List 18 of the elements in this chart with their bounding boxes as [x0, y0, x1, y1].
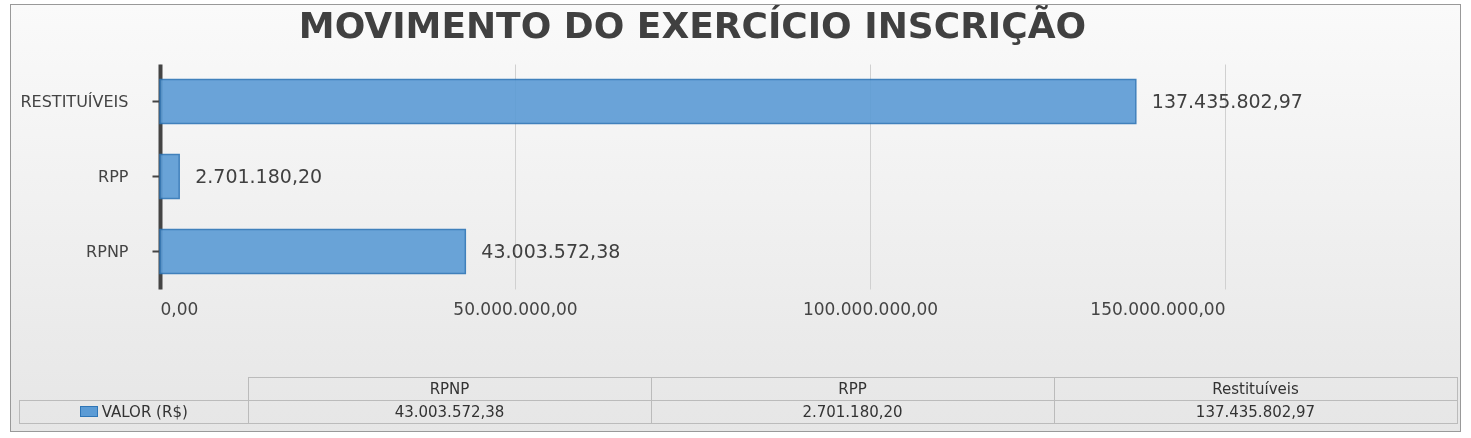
data-label: 2.701.180,20 — [195, 164, 323, 187]
legend-label: VALOR (R$) — [19, 400, 248, 424]
x-tick-label: 100.000.000,00 — [802, 298, 939, 319]
text: 137.435.802,97 — [1195, 403, 1316, 421]
text: RPNP — [248, 377, 651, 401]
y-tick-label: RESTITUÍVEIS — [20, 91, 129, 111]
x-tick-label: 50.000.000,00 — [453, 298, 578, 319]
x-tick-label: 0,00 — [160, 298, 199, 319]
x-tick-label: 150.000.000,00 — [1090, 298, 1226, 319]
data-label: 137.435.802,97 — [1151, 89, 1303, 112]
text: 43.003.572,38 — [394, 403, 505, 421]
y-tick-label: RPNP — [86, 241, 129, 261]
text: RPP — [651, 377, 1054, 401]
data-label: 43.003.572,38 — [481, 239, 621, 262]
y-tick-label: RPP — [98, 166, 129, 186]
chart-title: MOVIMENTO DO EXERCÍCIO INSCRIÇÃO — [298, 5, 1087, 46]
text: Restituíveis — [1054, 377, 1457, 401]
text: 2.701.180,20 — [802, 403, 903, 421]
